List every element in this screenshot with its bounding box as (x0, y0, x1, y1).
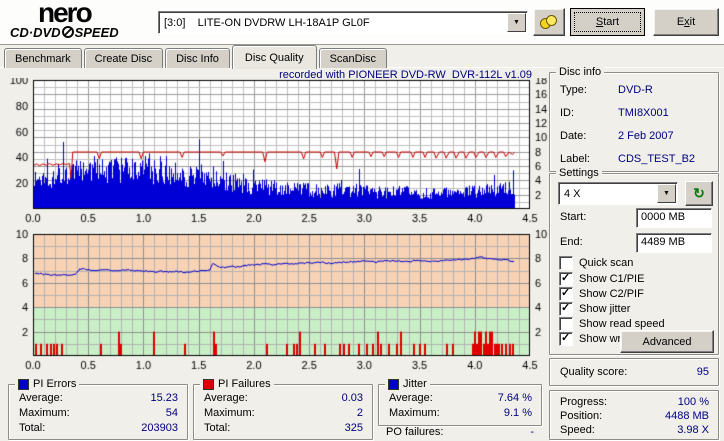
tab-disc-info[interactable]: Disc Info (165, 48, 230, 68)
show-read-speed-checkbox[interactable]: Show read speed (559, 317, 665, 331)
progress-row: Progress: 100 % (560, 396, 709, 408)
jitter-maximum-row: Maximum: 9.1 % (389, 407, 532, 419)
pi-errors-average-row: Average: 15.23 (19, 392, 178, 404)
jitter-color-swatch (388, 378, 399, 390)
disc-label-row: Label: CDS_TEST_B2 (560, 153, 696, 165)
end-position-row: End: (560, 236, 583, 248)
drive-selector-value: [3:0] LITE-ON DVDRW LH-18A1P GL0F (164, 16, 370, 29)
start-position-row: Start: (560, 211, 587, 223)
quality-score-box: Quality score: 95 (549, 358, 719, 386)
quality-scan-chart (2, 78, 548, 224)
pi-errors-color-swatch (18, 378, 29, 390)
pi-failures-stats-box: PI Failures Average: 0.03 Maximum: 2 Total… (193, 378, 373, 440)
quick-scan-checkbox[interactable]: Quick scan (559, 256, 633, 270)
toolbar: nero CD·DVD SPEED [3:0] LITE-ON DVDRW LH-… (0, 0, 724, 45)
disc-id-row: ID: TMI8X001 (560, 107, 669, 119)
scan-speed-dropdown-button[interactable]: ▼ (657, 184, 676, 203)
start-position-input[interactable]: 0000 MB (636, 208, 712, 228)
disc-type-row: Type: DVD-R (560, 84, 653, 96)
nero-logo-text: nero (38, 0, 93, 28)
checkbox-icon (559, 286, 573, 301)
jitter-chart (2, 229, 548, 371)
tab-disc-quality[interactable]: Disc Quality (231, 45, 317, 69)
checkbox-icon (559, 256, 573, 270)
pi-failures-color-swatch (203, 378, 214, 390)
show-c2-pif-checkbox[interactable]: Show C2/PIF (559, 286, 644, 301)
checkbox-icon (559, 271, 573, 286)
nero-logo: nero CD·DVD SPEED (10, 0, 160, 40)
progress-value: 100 % (677, 396, 709, 408)
exit-button[interactable]: Exit (653, 8, 719, 36)
cd-dvd-speed-logo-text: CD·DVD SPEED (10, 25, 119, 40)
position-row: Position: 4488 MB (560, 410, 709, 422)
quality-score-row: Quality score: 95 (560, 366, 709, 378)
quality-score-value: 95 (696, 366, 709, 378)
pi-failures-legend: PI Failures (200, 378, 274, 390)
progress-box: Progress: 100 % Position: 4488 MB Speed: 3.… (549, 390, 719, 440)
refresh-button[interactable]: ↻ (685, 181, 713, 206)
tab-create-disc[interactable]: Create Disc (83, 48, 164, 68)
speed-value: 3.98 X (677, 424, 709, 436)
refresh-arrows-icon: ↻ (693, 185, 705, 201)
position-value: 4488 MB (664, 410, 709, 422)
jitter-stats-box: Jitter Average: 7.64 % Maximum: 9.1 % (378, 378, 542, 426)
chevron-down-icon: ▼ (513, 19, 520, 26)
disc-date-row: Date: 2 Feb 2007 (560, 130, 674, 142)
pi-errors-stats-box: PI Errors Average: 15.23 Maximum: 54 Total… (8, 378, 188, 440)
pi-failures-total-row: Total: 325 (204, 422, 363, 434)
pi-errors-total-row: Total: 203903 (19, 422, 178, 434)
show-c1-pie-checkbox[interactable]: Show C1/PIE (559, 271, 644, 286)
speed-row: Speed: 3.98 X (560, 424, 709, 436)
po-failures-row: PO failures: - (386, 426, 534, 438)
scan-speed-value: 4 X (564, 187, 581, 200)
show-jitter-checkbox[interactable]: Show jitter (559, 301, 630, 316)
disc-quality-page: recorded with PIONEER DVD-RW DVR-112L v1… (0, 66, 724, 441)
start-button-label: Start (574, 12, 641, 32)
po-failures-value: - (530, 426, 534, 438)
jitter-legend: Jitter (385, 378, 430, 390)
advanced-button[interactable]: Advanced (620, 330, 714, 353)
settings-group: Settings 4 X ▼ ↻ Start: 0000 MB End: 448… (549, 167, 719, 355)
drive-selector-dropdown-button[interactable]: ▼ (507, 13, 526, 32)
scan-speed-select[interactable]: 4 X ▼ (558, 182, 678, 205)
tab-bar: Benchmark Create Disc Disc Info Disc Qua… (4, 45, 389, 69)
disc-id-value: TMI8X001 (618, 107, 669, 119)
settings-title: Settings (556, 167, 602, 179)
eject-disc-icon (540, 15, 558, 29)
disc-info-group: Disc info Type: DVD-R ID: TMI8X001 Date: 2 … (549, 66, 719, 172)
chevron-down-icon: ▼ (663, 190, 670, 197)
drive-selector[interactable]: [3:0] LITE-ON DVDRW LH-18A1P GL0F ▼ (158, 11, 528, 34)
eject-button[interactable] (533, 8, 565, 36)
start-button[interactable]: Start (570, 8, 645, 36)
pi-failures-maximum-row: Maximum: 2 (204, 407, 363, 419)
disc-date-value: 2 Feb 2007 (618, 130, 674, 142)
disc-info-title: Disc info (556, 66, 605, 78)
checkbox-icon (559, 331, 573, 346)
checkbox-icon (559, 301, 573, 316)
disc-type-value: DVD-R (618, 84, 653, 96)
end-position-input[interactable]: 4489 MB (636, 233, 712, 253)
pi-errors-legend: PI Errors (15, 378, 80, 390)
disc-icon (61, 26, 74, 38)
disc-label-value: CDS_TEST_B2 (618, 153, 696, 165)
pi-errors-maximum-row: Maximum: 54 (19, 407, 178, 419)
pi-failures-average-row: Average: 0.03 (204, 392, 363, 404)
exit-button-label: Exit (676, 16, 696, 28)
tab-scandisc[interactable]: ScanDisc (318, 48, 388, 68)
jitter-average-row: Average: 7.64 % (389, 392, 532, 404)
checkbox-icon (559, 317, 573, 331)
tab-benchmark[interactable]: Benchmark (4, 48, 82, 68)
